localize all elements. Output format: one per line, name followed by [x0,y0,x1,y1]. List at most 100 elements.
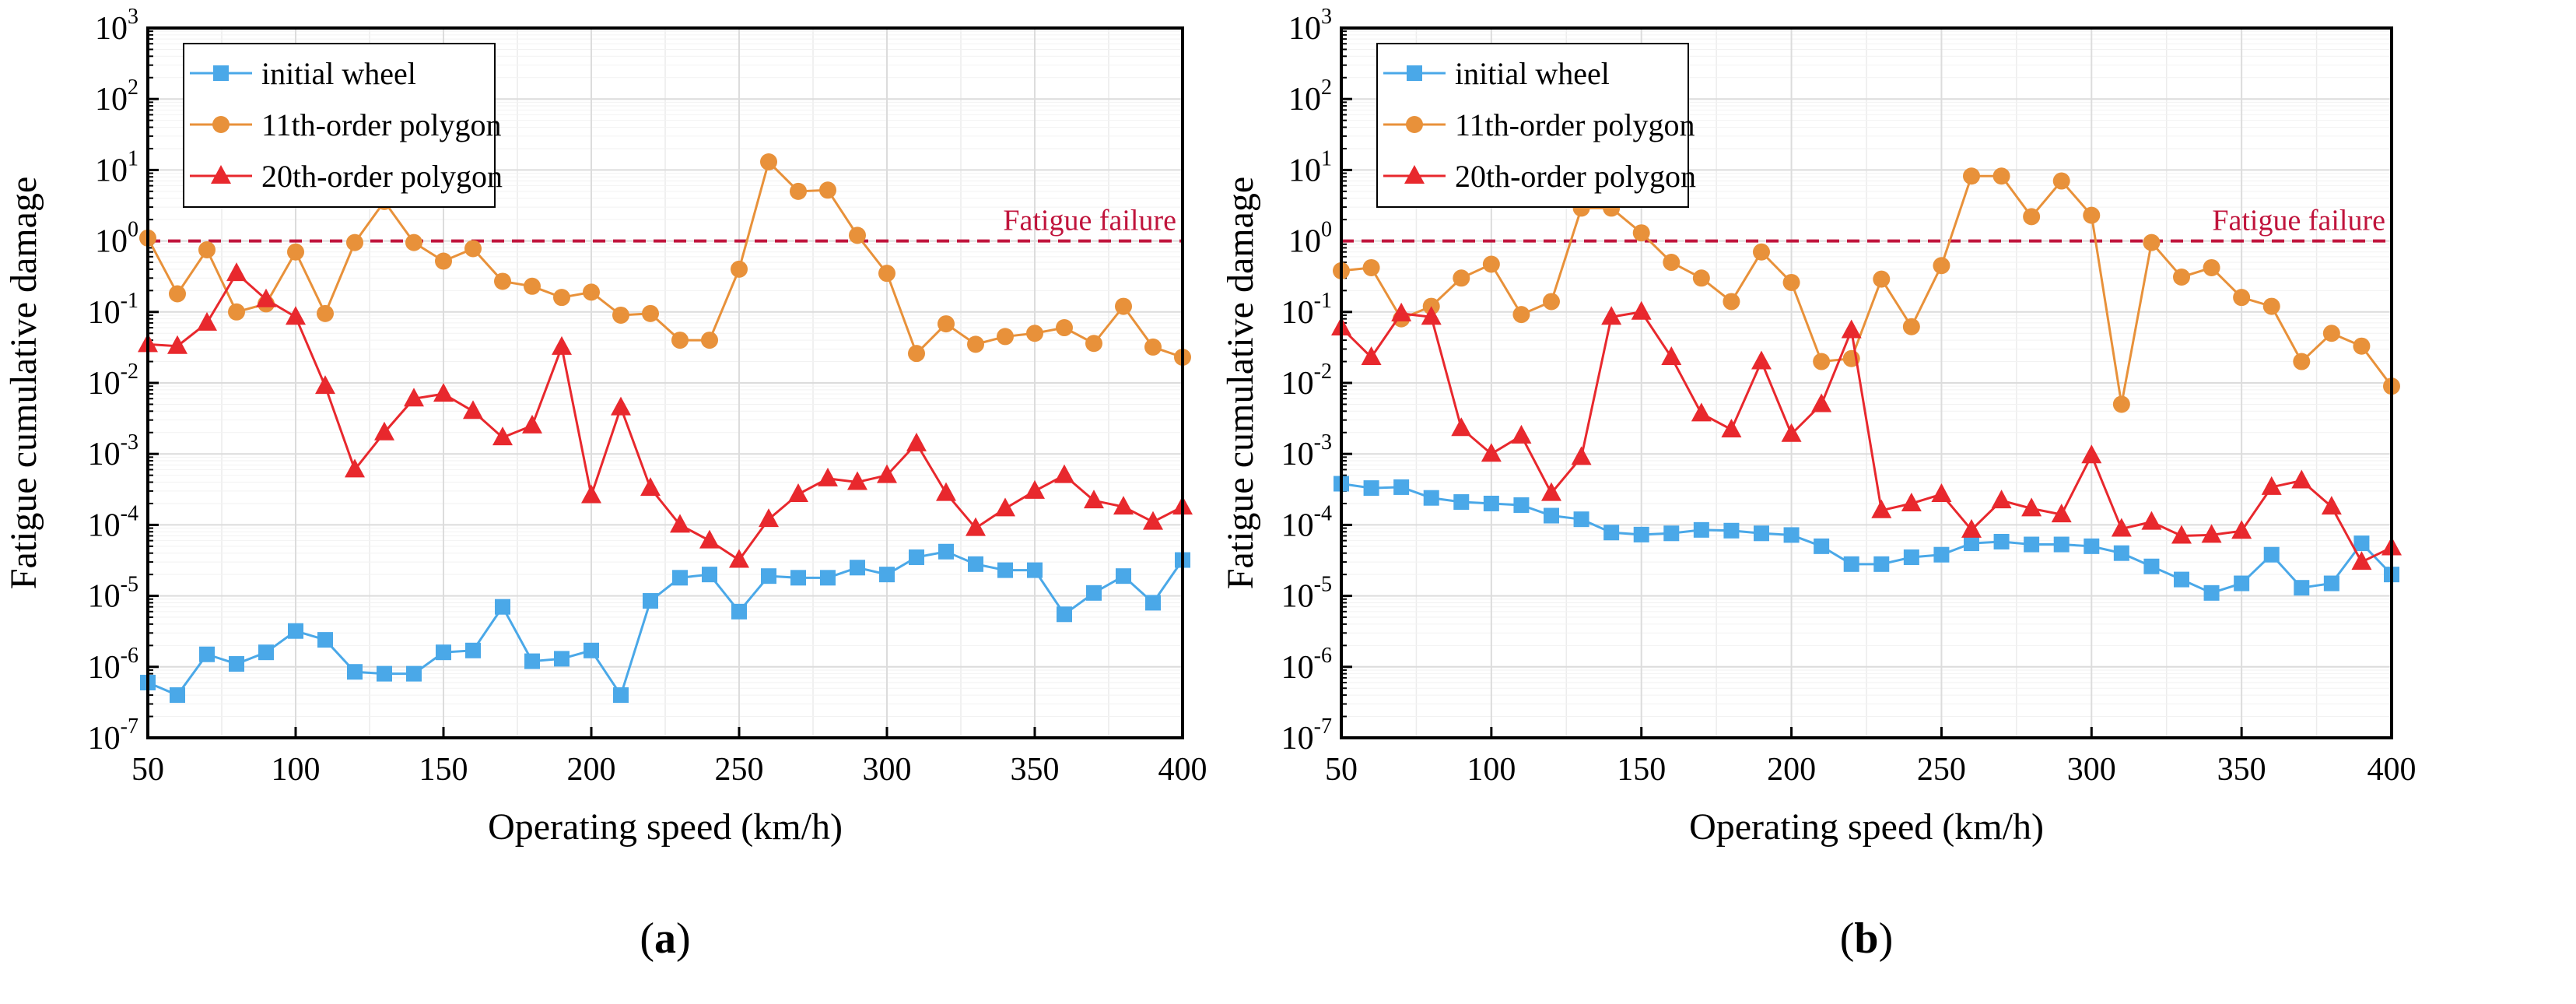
data-point [1661,346,1682,366]
x-tick-label: 150 [419,752,468,788]
series-line [147,271,1183,562]
data-point [2143,558,2160,574]
data-point [2201,524,2222,543]
data-point [1991,490,2012,509]
panel-a: 50 100 150 200 250 300 350 40010-710-610-510-41… [3,5,1207,963]
data-point [1961,518,1982,538]
data-point [2322,325,2340,342]
data-point [581,484,601,504]
data-point [1691,402,1712,422]
panel-paren: ) [1879,914,1894,963]
data-point [2143,233,2161,251]
data-point [613,687,629,704]
data-point [1933,257,1950,275]
data-point [849,226,866,244]
data-point [1814,538,1830,554]
legend-marker [1404,165,1425,184]
data-point [1933,546,1950,563]
data-point [968,556,983,572]
data-point [1393,479,1410,495]
y-tick-label: 103 [1288,5,1332,47]
data-point [2291,469,2312,489]
data-point [2203,584,2220,601]
x-tick-label: 300 [2067,752,2116,788]
data-point [553,289,570,307]
data-point [2351,551,2372,570]
data-point [1511,424,1532,444]
data-point [1902,318,1920,335]
data-point [2081,444,2102,464]
data-point [2261,476,2282,495]
data-point [524,653,540,669]
data-point [2021,497,2042,517]
data-point [671,332,689,349]
y-tick-exponent: 3 [1321,5,1332,29]
data-point [1873,270,1891,288]
legend-label: 11th-order polygon [1455,107,1695,142]
y-tick-exponent: -1 [121,289,138,313]
y-tick-exponent: -4 [1314,501,1332,525]
data-point [226,262,247,282]
data-point [1513,497,1530,513]
data-point [287,243,304,261]
data-point [819,181,836,199]
data-point [1633,526,1649,542]
series-20th-order-polygon [138,262,1193,568]
y-tick-exponent: 1 [128,146,138,170]
x-tick-label: 350 [2217,752,2266,788]
data-point [286,306,306,325]
data-point [463,400,483,420]
data-point [1751,350,1772,370]
data-point [465,642,481,658]
data-point [2174,571,2189,588]
data-point [1963,167,1980,185]
data-point [879,567,895,583]
legend-marker [1407,65,1422,81]
data-point [2024,536,2040,553]
data-point [197,311,217,331]
data-point [731,260,748,278]
data-point [2233,289,2251,307]
data-point [731,603,747,620]
data-point [406,665,422,682]
y-tick-exponent: 0 [128,218,138,242]
data-point [938,315,955,333]
x-tick-label: 300 [863,752,912,788]
data-point [1721,418,1742,437]
data-point [640,477,661,497]
panel-b: 50 100 150 200 250 300 350 40010-710-610-510-41… [1220,5,2417,963]
legend-label: 20th-order polygon [1455,159,1696,194]
data-point [1363,480,1379,497]
data-point [818,467,838,486]
y-tick-label: 10-7 [1281,714,1332,757]
y-tick-exponent: -3 [1314,430,1332,455]
x-tick-label: 100 [1467,752,1516,788]
data-point [1811,393,1832,412]
data-point [2113,545,2129,561]
data-point [464,240,482,258]
data-point [229,656,244,672]
data-point [2234,575,2250,592]
data-point [1543,293,1560,311]
data-point [909,549,924,565]
data-point [1116,568,1131,584]
data-point [699,529,720,549]
x-tick-label: 350 [1011,752,1060,788]
data-point [966,517,986,536]
legend-marker [1406,116,1423,133]
data-point [1723,293,1740,311]
data-point [2293,353,2311,370]
data-point [169,285,186,303]
data-point [317,304,334,322]
data-point [850,560,865,576]
data-point [1453,269,1470,287]
legend-marker [213,65,229,81]
data-point [1631,300,1652,320]
data-point [1391,302,1412,321]
data-point [1361,346,1382,366]
data-point [1723,522,1740,539]
panel-paren: ) [676,914,691,963]
legend-label: initial wheel [1455,56,1610,91]
y-tick-exponent: -2 [1314,360,1332,384]
